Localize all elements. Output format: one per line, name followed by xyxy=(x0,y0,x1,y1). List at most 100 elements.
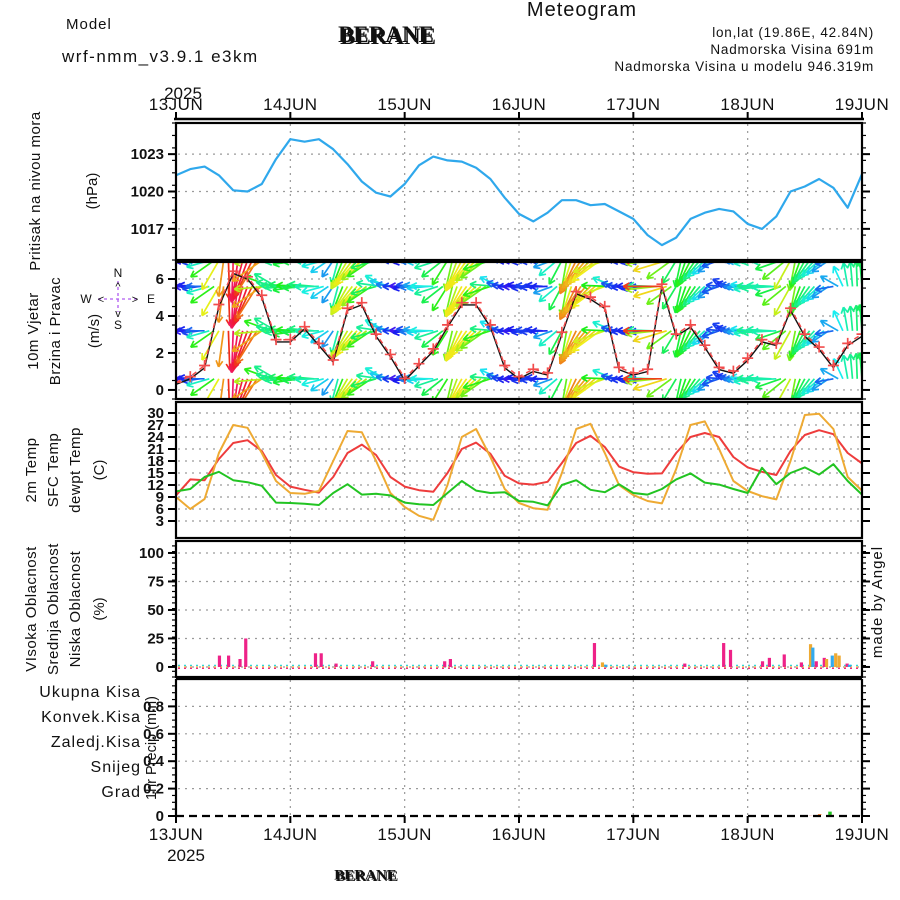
pressure-panel-label: Pritisak na nivou mora xyxy=(27,111,44,271)
wind-arrow xyxy=(819,319,839,332)
wind-arrow xyxy=(301,285,324,295)
wind-arrow xyxy=(856,304,861,330)
plus-marker xyxy=(484,319,496,331)
wind-arrow xyxy=(728,263,734,266)
wind-arrow xyxy=(294,282,319,291)
wind-arrow xyxy=(566,378,582,398)
date-labels: 13JUN 13JUN 14JUN 14JUN 15JUN 15JUN 16JUN 16JUN… xyxy=(149,95,889,844)
wind-arrow xyxy=(856,352,861,378)
y-tick-label: 4 xyxy=(156,308,165,325)
wind-arrow xyxy=(733,263,744,267)
bottom-station-shadow: BERANE xyxy=(336,869,399,885)
wind-arrow xyxy=(852,304,861,331)
plus-marker xyxy=(470,297,482,309)
wind-arrow xyxy=(413,263,434,271)
wind-arrow xyxy=(686,263,704,278)
wind-arrow xyxy=(220,378,225,398)
plus-marker xyxy=(327,354,339,366)
precip-ukupna-label: Ukupna Kisa xyxy=(39,684,141,701)
y-tick-label: 0.6 xyxy=(143,726,164,743)
plus-marker xyxy=(856,333,861,335)
plus-marker xyxy=(827,360,839,372)
plus-marker xyxy=(542,367,554,379)
wind-arrow xyxy=(853,235,860,261)
wind-arrow xyxy=(521,263,528,266)
plus-marker xyxy=(813,341,825,353)
wind-arrow xyxy=(410,326,434,335)
wind-arrow xyxy=(773,330,792,361)
wind-arrow xyxy=(751,375,777,384)
wind-arrow xyxy=(741,263,749,267)
wind-arrow xyxy=(272,263,289,268)
plus-marker xyxy=(199,360,211,372)
cloud-high-label: VIsoka Oblacnost xyxy=(23,546,40,672)
wind-arrow xyxy=(186,329,210,340)
wind-arrow xyxy=(622,326,662,335)
wind-arrow xyxy=(189,263,213,278)
plus-marker xyxy=(527,363,539,375)
wind-arrow xyxy=(335,378,349,398)
wind-arrow xyxy=(310,378,329,392)
wind-arrow xyxy=(572,263,601,274)
wind-arrow xyxy=(392,263,400,266)
wind-arrow xyxy=(450,378,463,398)
wind-arrow xyxy=(462,329,491,342)
precip-konvek-label: Konvek.Kisa xyxy=(41,709,141,726)
wind-arrow xyxy=(814,377,834,386)
panel-border xyxy=(174,400,864,540)
wind-arrow xyxy=(505,263,510,265)
station-title-shadow: BERANE xyxy=(340,24,436,49)
y-tick-label: 0 xyxy=(156,808,164,825)
wind-arrow xyxy=(797,263,814,280)
wind-arrow xyxy=(206,378,220,398)
plus-marker xyxy=(370,328,382,340)
wind-arrow xyxy=(646,263,670,280)
plus-marker xyxy=(685,319,696,331)
y-tick-label: 2 xyxy=(156,345,164,362)
wind-arrow xyxy=(751,327,777,336)
wind-arrow xyxy=(682,285,701,307)
bottom-date-label: 16JUN xyxy=(492,825,546,844)
wind-arrow xyxy=(682,378,701,398)
wind-arrow xyxy=(350,377,377,389)
gridlines xyxy=(178,124,860,815)
y-tick-label: 18 xyxy=(147,453,164,470)
plus-marker xyxy=(177,381,182,384)
station-title: BERANE xyxy=(338,22,434,47)
model-label: Model xyxy=(66,16,112,33)
compass-s: S xyxy=(114,318,122,332)
wind-arrow xyxy=(462,377,491,390)
wind-arrow xyxy=(231,378,235,398)
plus-marker xyxy=(584,291,596,303)
plus-marker xyxy=(513,371,525,383)
wind-arrow xyxy=(679,285,697,310)
wind-arrow xyxy=(646,330,672,350)
plus-marker xyxy=(499,360,511,372)
wind-arrow xyxy=(532,263,548,270)
wind-arrow xyxy=(797,378,816,398)
wind-arrow xyxy=(814,263,825,267)
wind-arrow xyxy=(231,263,260,283)
plus-marker xyxy=(256,289,268,301)
wind-arrow xyxy=(532,330,553,340)
plus-marker xyxy=(442,319,454,331)
plus-marker xyxy=(742,352,754,364)
y-tick-label: 3 xyxy=(156,513,164,530)
wind-arrow xyxy=(310,285,329,300)
axis-ticks: 1017102010230246369121518212427300255075… xyxy=(131,112,870,825)
y-tick-label: 27 xyxy=(147,417,164,434)
wind-arrow xyxy=(413,329,439,341)
plus-marker xyxy=(213,299,225,311)
wind-arrow xyxy=(231,330,263,353)
y-tick-label: 1017 xyxy=(131,221,164,238)
plus-marker xyxy=(627,367,639,379)
plus-marker xyxy=(670,328,682,340)
wind-arrow xyxy=(413,285,439,297)
compass-right-arrow: > xyxy=(132,294,138,306)
wind-arrow xyxy=(239,378,249,398)
wind-arrow xyxy=(321,378,334,397)
plus-marker xyxy=(642,363,654,375)
plus-marker xyxy=(699,339,711,351)
plus-marker xyxy=(756,334,768,346)
wind-arrow xyxy=(334,378,344,398)
